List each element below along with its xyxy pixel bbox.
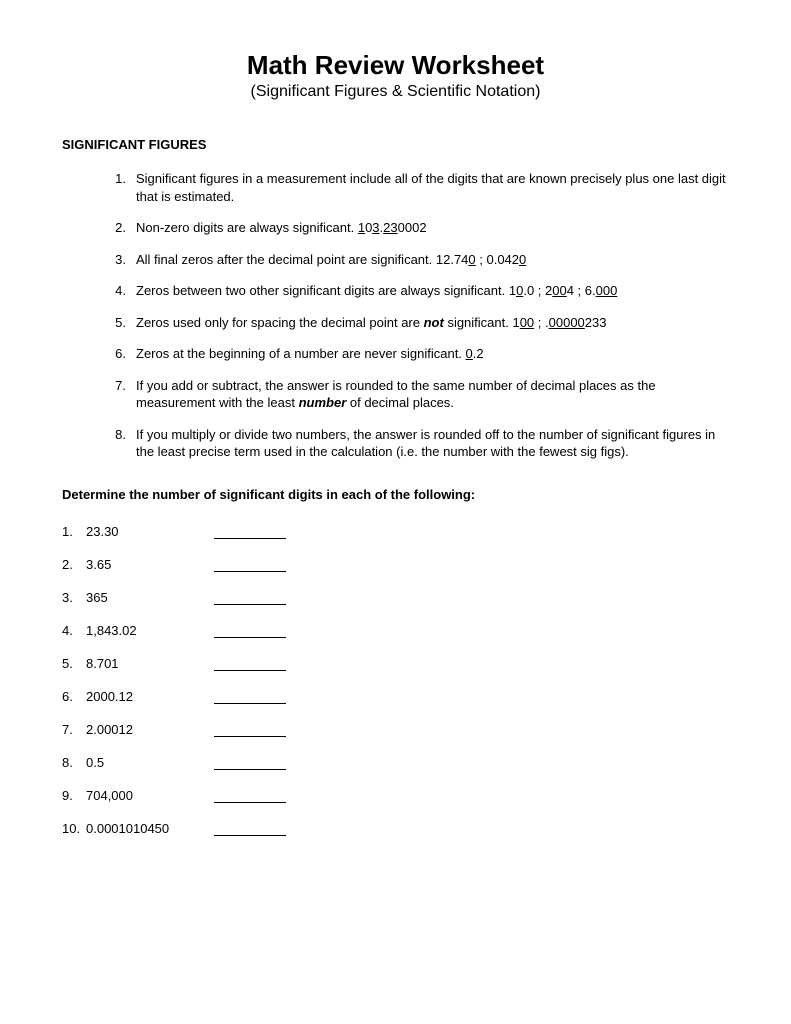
problem-item: 9.704,000 — [62, 788, 731, 803]
rule-text: Non-zero digits are always significant. … — [136, 219, 731, 237]
problem-value: 23.30 — [86, 524, 214, 539]
problem-item: 10.0.0001010450 — [62, 821, 731, 836]
problem-value: 8.701 — [86, 656, 214, 671]
rule-text: If you multiply or divide two numbers, t… — [136, 426, 731, 461]
problem-number: 9. — [62, 788, 86, 803]
instruction-text: Determine the number of significant digi… — [62, 487, 731, 502]
rule-number: 5. — [112, 314, 136, 332]
rule-item: 5.Zeros used only for spacing the decima… — [112, 314, 731, 332]
rule-number: 3. — [112, 251, 136, 269]
problem-item: 3.365 — [62, 590, 731, 605]
problem-number: 5. — [62, 656, 86, 671]
answer-blank[interactable] — [214, 592, 286, 605]
problem-item: 8.0.5 — [62, 755, 731, 770]
problem-value: 704,000 — [86, 788, 214, 803]
rule-text: Zeros between two other significant digi… — [136, 282, 731, 300]
rule-item: 7.If you add or subtract, the answer is … — [112, 377, 731, 412]
rule-item: 3.All final zeros after the decimal poin… — [112, 251, 731, 269]
rule-item: 6.Zeros at the beginning of a number are… — [112, 345, 731, 363]
rule-text: All final zeros after the decimal point … — [136, 251, 731, 269]
rule-item: 4.Zeros between two other significant di… — [112, 282, 731, 300]
answer-blank[interactable] — [214, 823, 286, 836]
rule-item: 8.If you multiply or divide two numbers,… — [112, 426, 731, 461]
section-heading: SIGNIFICANT FIGURES — [62, 137, 731, 152]
answer-blank[interactable] — [214, 724, 286, 737]
problem-value: 1,843.02 — [86, 623, 214, 638]
problem-number: 10. — [62, 821, 86, 836]
problem-item: 4.1,843.02 — [62, 623, 731, 638]
problem-item: 7.2.00012 — [62, 722, 731, 737]
problem-number: 2. — [62, 557, 86, 572]
problem-value: 365 — [86, 590, 214, 605]
worksheet-subtitle: (Significant Figures & Scientific Notati… — [60, 83, 731, 101]
rule-number: 6. — [112, 345, 136, 363]
problem-number: 7. — [62, 722, 86, 737]
rule-number: 4. — [112, 282, 136, 300]
problem-number: 4. — [62, 623, 86, 638]
problem-value: 0.5 — [86, 755, 214, 770]
answer-blank[interactable] — [214, 559, 286, 572]
rule-text: Significant figures in a measurement inc… — [136, 170, 731, 205]
rule-item: 2.Non-zero digits are always significant… — [112, 219, 731, 237]
problem-number: 8. — [62, 755, 86, 770]
problems-list: 1.23.30 2.3.65 3.365 4.1,843.02 5.8.701 6.200… — [62, 524, 731, 836]
problem-value: 2.00012 — [86, 722, 214, 737]
problem-item: 5.8.701 — [62, 656, 731, 671]
rule-text: Zeros at the beginning of a number are n… — [136, 345, 731, 363]
answer-blank[interactable] — [214, 625, 286, 638]
problem-number: 3. — [62, 590, 86, 605]
rule-number: 2. — [112, 219, 136, 237]
worksheet-title: Math Review Worksheet — [60, 50, 731, 81]
rules-list: 1.Significant figures in a measurement i… — [60, 170, 731, 461]
problem-value: 0.0001010450 — [86, 821, 214, 836]
rule-number: 8. — [112, 426, 136, 461]
problem-item: 1.23.30 — [62, 524, 731, 539]
rule-number: 1. — [112, 170, 136, 205]
problem-item: 6.2000.12 — [62, 689, 731, 704]
problem-number: 1. — [62, 524, 86, 539]
problem-value: 3.65 — [86, 557, 214, 572]
rule-item: 1.Significant figures in a measurement i… — [112, 170, 731, 205]
answer-blank[interactable] — [214, 658, 286, 671]
answer-blank[interactable] — [214, 790, 286, 803]
problem-number: 6. — [62, 689, 86, 704]
rule-number: 7. — [112, 377, 136, 412]
answer-blank[interactable] — [214, 691, 286, 704]
rule-text: If you add or subtract, the answer is ro… — [136, 377, 731, 412]
problem-value: 2000.12 — [86, 689, 214, 704]
problem-item: 2.3.65 — [62, 557, 731, 572]
answer-blank[interactable] — [214, 757, 286, 770]
answer-blank[interactable] — [214, 526, 286, 539]
rule-text: Zeros used only for spacing the decimal … — [136, 314, 731, 332]
